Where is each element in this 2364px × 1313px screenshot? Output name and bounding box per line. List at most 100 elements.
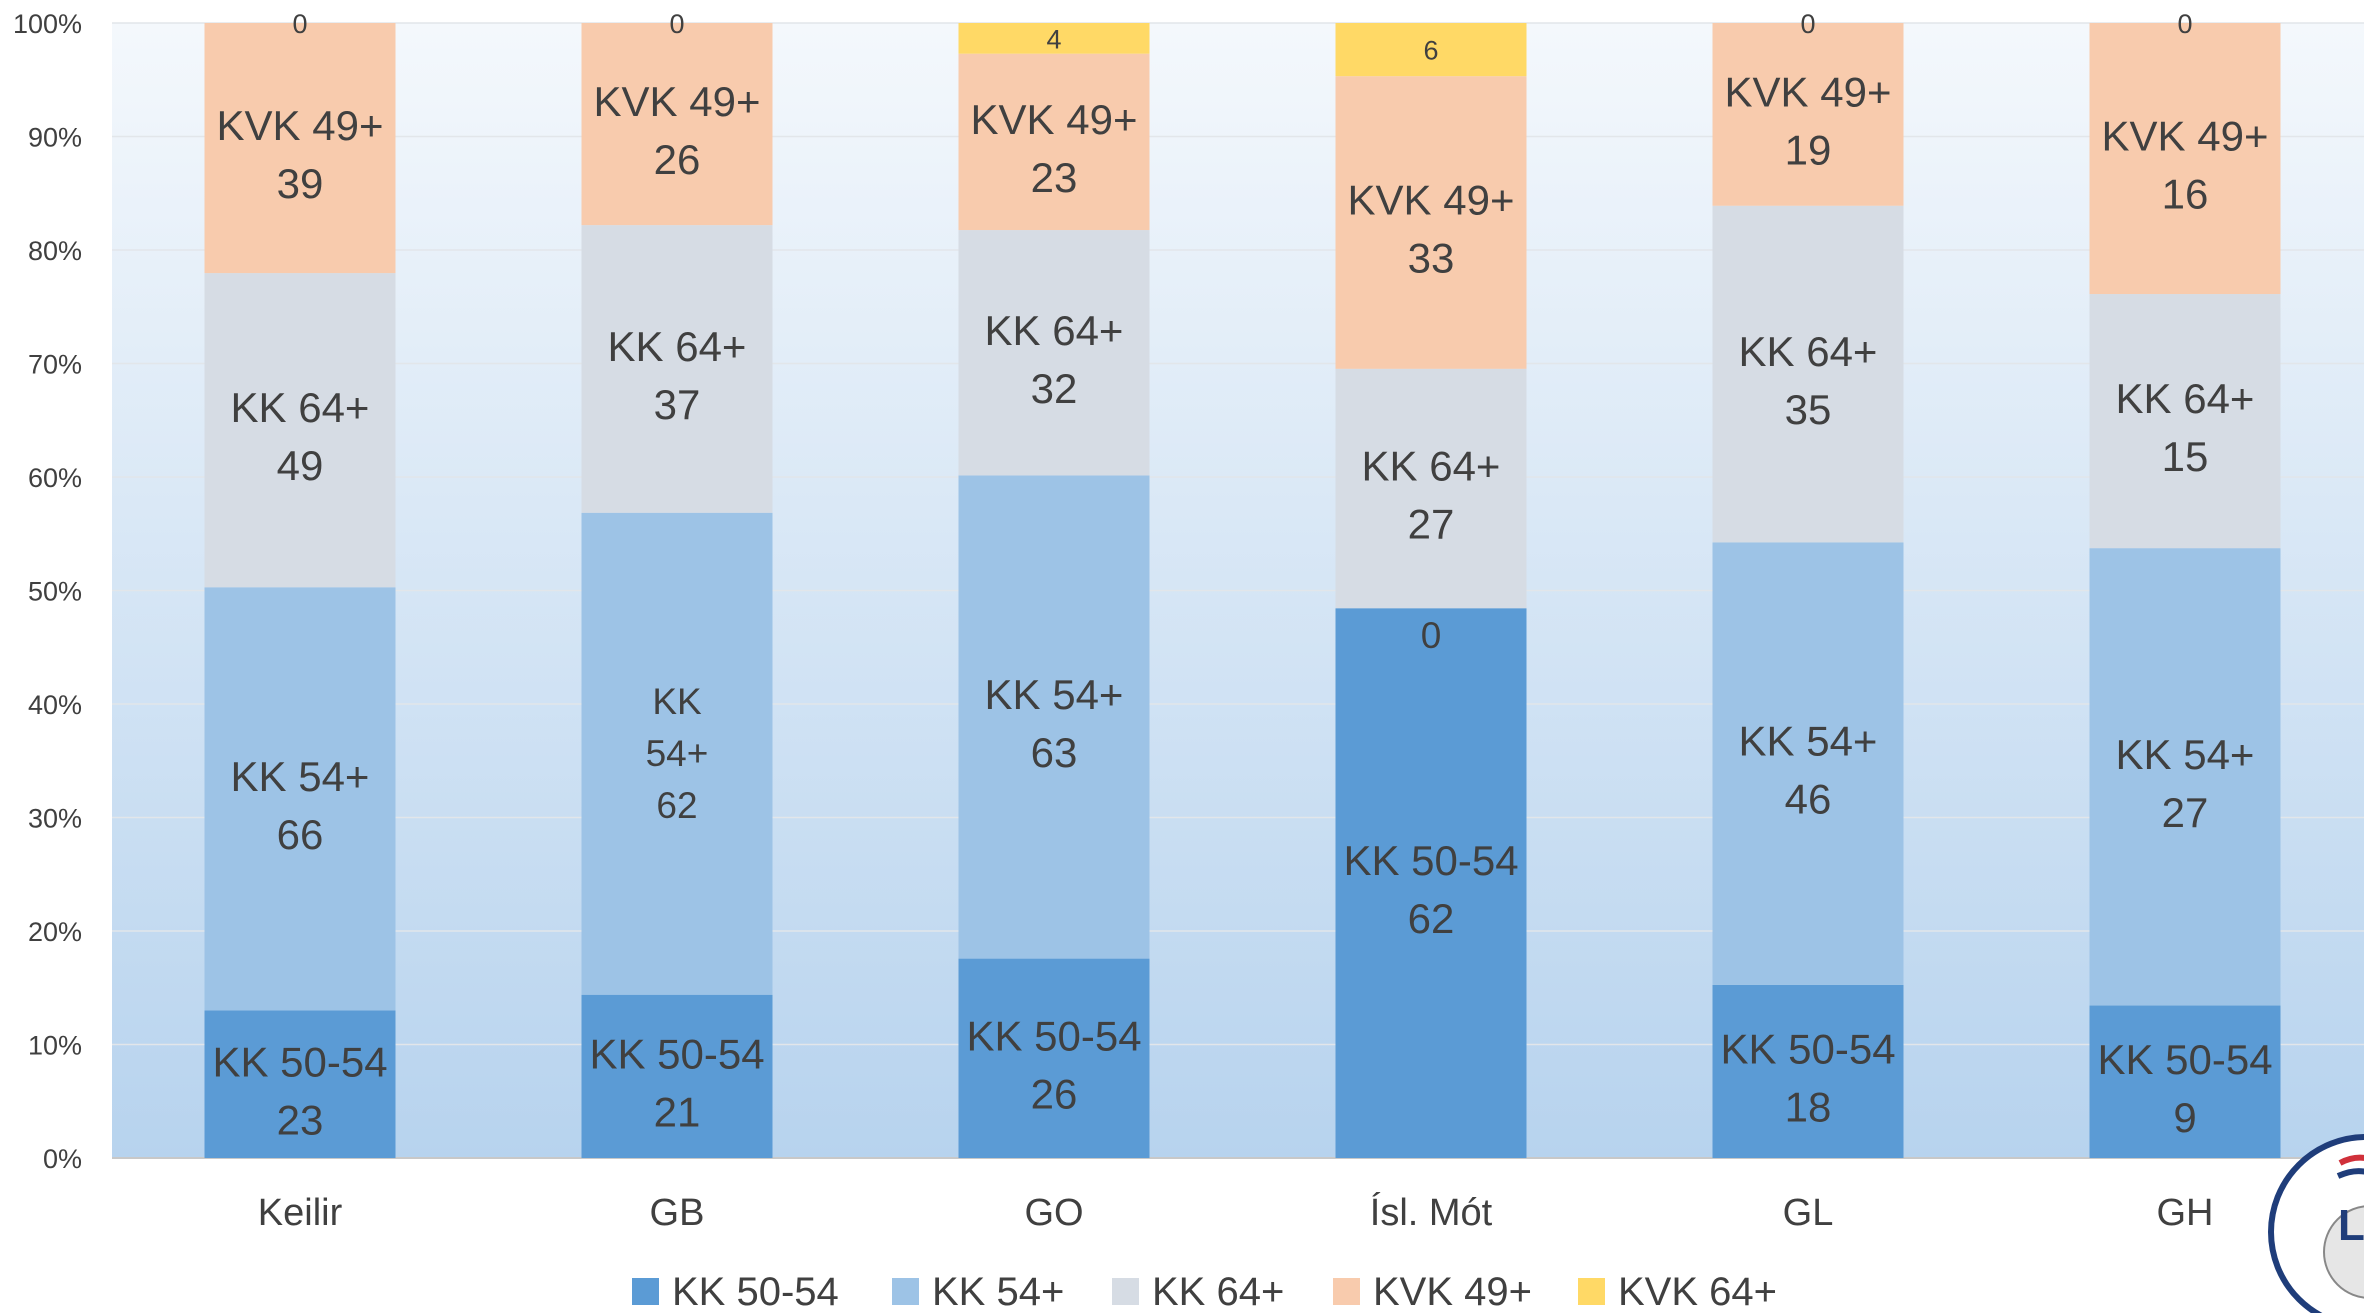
data-label: KK 64+ [1362, 443, 1501, 490]
data-label: KVK 49+ [217, 102, 384, 149]
golf-ball-icon [2323, 1205, 2364, 1299]
bar-segment [958, 23, 1150, 54]
legend-label: KK 50-54 [672, 1270, 839, 1313]
data-label: 15 [2162, 433, 2209, 480]
bar-segment [1335, 368, 1527, 609]
x-category-label: GB [650, 1192, 705, 1234]
bar-segment [204, 23, 396, 274]
legend-swatch [1333, 1278, 1360, 1305]
data-label: 21 [654, 1088, 701, 1135]
bar-stack: KK 50-54 18 KK 54+ 46 KK 64+ 35 KVK 49+ 19 0 [1712, 9, 1904, 1158]
data-label: 66 [277, 811, 324, 858]
data-label: 0 [1421, 615, 1442, 656]
data-label: 35 [1785, 386, 1832, 433]
legend-label: KK 54+ [932, 1270, 1064, 1313]
bar-stack: KK 50-54 9 KK 54+ 27 KK 64+ 15 KVK 49+ 16 0 [2089, 9, 2281, 1158]
data-label: 23 [1031, 154, 1078, 201]
data-label: KK 50-54 [966, 1012, 1141, 1059]
logo-flag-stripe-2 [2336, 1168, 2364, 1179]
data-label: 32 [1031, 365, 1078, 412]
data-label: 62 [1408, 895, 1455, 942]
data-label: 27 [1408, 501, 1455, 548]
bar-segment [1335, 76, 1527, 369]
legend-item: KK 64+ [1112, 1270, 1284, 1313]
y-tick-label: 40% [28, 690, 82, 720]
bar-segment [2089, 23, 2281, 295]
legend-label: KVK 64+ [1618, 1270, 1777, 1313]
data-label: KVK 49+ [2102, 113, 2269, 160]
data-label: 0 [292, 9, 307, 39]
x-category-label: GL [1783, 1192, 1834, 1234]
bar-segment [2089, 1005, 2281, 1158]
bar-segment [2089, 548, 2281, 1006]
data-label: KVK 49+ [1725, 68, 1892, 115]
y-tick-label: 90% [28, 123, 82, 153]
bar-segment [958, 230, 1150, 476]
data-label: KK 64+ [2116, 375, 2255, 422]
bar-segment [581, 23, 773, 226]
data-label: KVK 49+ [971, 96, 1138, 143]
data-label: KK 54+ [2116, 731, 2255, 778]
data-label: 37 [654, 381, 701, 428]
bar-segment [204, 273, 396, 588]
data-label: KK 50-54 [589, 1030, 764, 1077]
data-label: KK 64+ [231, 384, 370, 431]
bar-stack: KK 50-54 26 KK 54+ 63 KK 64+ 32 KVK 49+ 23 4 [958, 23, 1150, 1158]
data-label: 46 [1785, 776, 1832, 823]
data-label: KK 50-54 [2097, 1036, 2272, 1083]
data-label: 0 [669, 9, 684, 39]
data-label: 19 [1785, 126, 1832, 173]
data-label: KK 50-54 [212, 1038, 387, 1085]
bar-segment [958, 53, 1150, 231]
data-label: 62 [656, 785, 697, 826]
data-label: KK 54+ [231, 753, 370, 800]
data-label: KK 64+ [1739, 328, 1878, 375]
y-tick-label: 80% [28, 236, 82, 266]
x-category-label: GO [1024, 1192, 1083, 1234]
bar-segment [1712, 205, 1904, 543]
x-category-label: Keilir [258, 1192, 343, 1234]
bar-segment [1335, 608, 1527, 1158]
legend-item: KVK 64+ [1578, 1270, 1777, 1313]
y-tick-label: 50% [28, 577, 82, 607]
y-tick-label: 70% [28, 350, 82, 380]
data-label: KK 50-54 [1343, 837, 1518, 884]
data-label: 0 [1800, 9, 1815, 39]
data-label: 54+ [646, 733, 709, 774]
data-label: 39 [277, 160, 324, 207]
bar-segment [958, 475, 1150, 959]
y-tick-label: 10% [28, 1031, 82, 1061]
bar-series: KK 50-54 23 KK 54+ 66 KK 64+ 49 KVK 49+ 39 0 KK 5… [204, 9, 2281, 1158]
data-label: 16 [2162, 171, 2209, 218]
logo: LE [2268, 1134, 2364, 1313]
legend-swatch [632, 1278, 659, 1305]
data-label: 26 [654, 136, 701, 183]
data-label: 49 [277, 442, 324, 489]
data-label: KK 54+ [1739, 718, 1878, 765]
bar-segment [1712, 984, 1904, 1158]
data-label: KK [652, 681, 702, 722]
legend: KK 50-54 KK 54+ KK 64+ KVK 49+ KVK 64+ [632, 1270, 1777, 1313]
data-label: KK 64+ [985, 307, 1124, 354]
data-label: KVK 49+ [1348, 177, 1515, 224]
data-label: KK 50-54 [1720, 1025, 1895, 1072]
y-tick-label: 0% [43, 1144, 82, 1174]
bar-segment [1335, 23, 1527, 77]
legend-item: KVK 49+ [1333, 1270, 1532, 1313]
y-tick-label: 100% [13, 9, 82, 39]
bar-segment [581, 225, 773, 513]
legend-label: KVK 49+ [1373, 1270, 1532, 1313]
bar-stack: KK 50-54 21 KK 54+ 62 KK 64+ 37 KVK 49+ 26 0 [581, 9, 773, 1158]
bar-segment [204, 587, 396, 1011]
x-category-label: GH [2157, 1192, 2214, 1234]
data-label: 9 [2173, 1094, 2196, 1141]
y-tick-label: 20% [28, 917, 82, 947]
bar-segment [204, 1010, 396, 1158]
data-label: 33 [1408, 235, 1455, 282]
data-label: 63 [1031, 729, 1078, 776]
y-axis-tick-labels: 0% 10% 20% 30% 40% 50% 60% 70% 80% 90% 100% [13, 9, 82, 1174]
bar-stack: KK 50-54 23 KK 54+ 66 KK 64+ 49 KVK 49+ 39 0 [204, 9, 396, 1158]
legend-label: KK 64+ [1152, 1270, 1284, 1313]
legend-item: KK 50-54 [632, 1270, 839, 1313]
legend-swatch [892, 1278, 919, 1305]
